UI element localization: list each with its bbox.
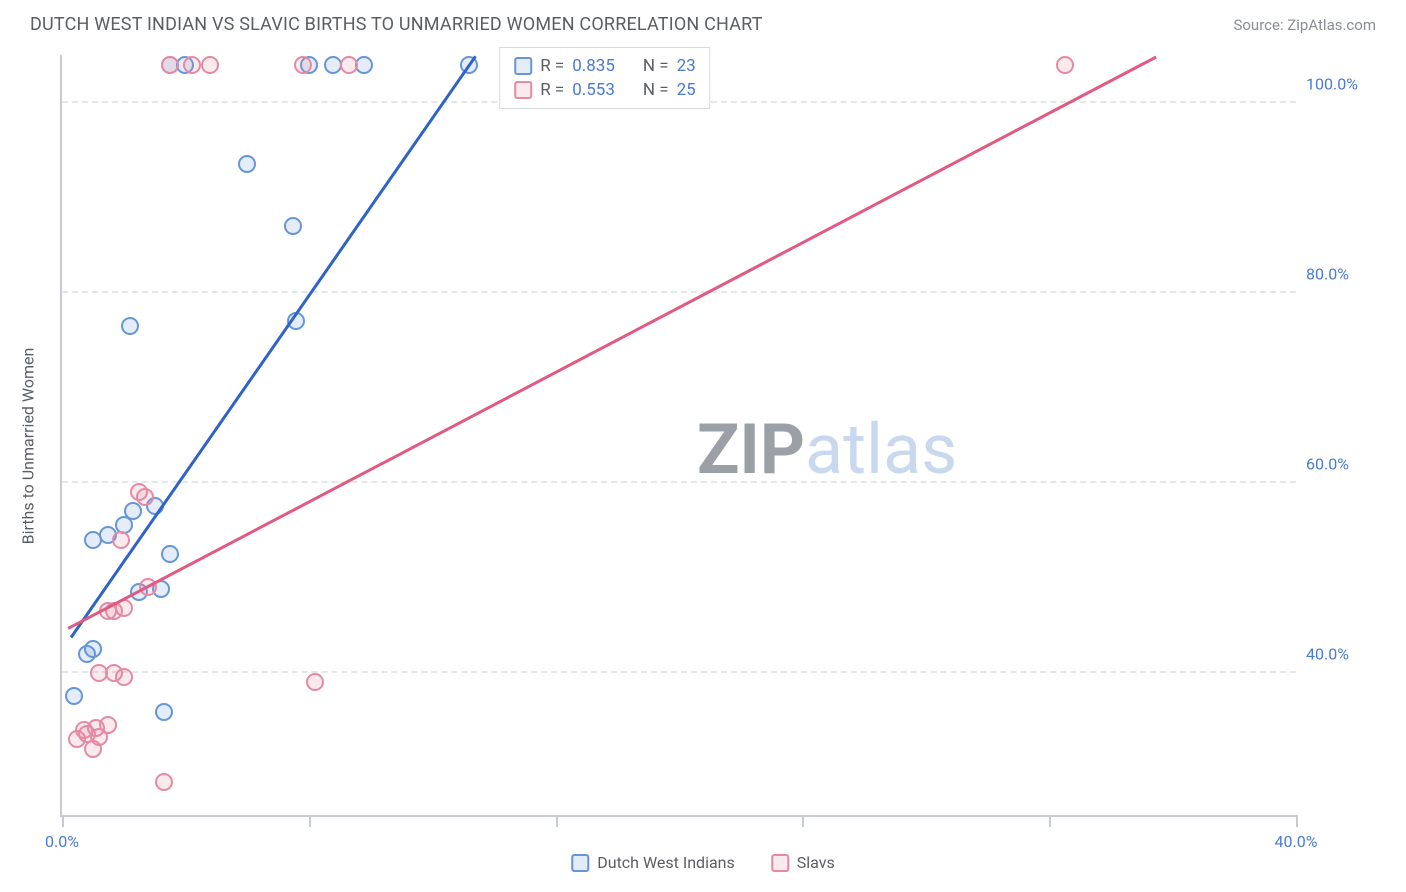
data-point — [294, 56, 312, 74]
data-point — [355, 56, 373, 74]
legend-r-value: 0.835 — [572, 56, 615, 76]
data-point — [124, 502, 142, 520]
legend-r-label: R = — [540, 56, 564, 76]
trend-line — [70, 56, 477, 639]
data-point — [65, 687, 83, 705]
x-tick-label: 40.0% — [1275, 832, 1318, 851]
watermark: ZIPatlas — [697, 409, 957, 491]
gridline — [62, 291, 1296, 293]
legend-item: Dutch West Indians — [571, 853, 735, 872]
legend-label: Slavs — [797, 853, 835, 872]
y-axis-label: Births to Unmarried Women — [19, 348, 38, 545]
chart-title: DUTCH WEST INDIAN VS SLAVIC BIRTHS TO UN… — [30, 14, 763, 35]
legend-label: Dutch West Indians — [597, 853, 735, 872]
data-point — [306, 673, 324, 691]
data-point — [238, 155, 256, 173]
legend-item: Slavs — [771, 853, 835, 872]
x-tick — [1296, 815, 1298, 827]
x-tick — [62, 815, 64, 827]
chart-plot-area: 40.0%60.0%80.0%100.0%0.0%40.0%ZIPatlasR … — [60, 55, 1296, 817]
legend-n-label: N = — [643, 56, 669, 76]
data-point — [84, 640, 102, 658]
legend-swatch — [514, 81, 532, 99]
legend-swatch — [514, 57, 532, 75]
x-tick — [556, 815, 558, 827]
legend-swatch — [571, 854, 589, 872]
legend-r-value: 0.553 — [572, 80, 615, 100]
x-tick-label: 0.0% — [45, 832, 79, 851]
legend-r-label: R = — [540, 80, 564, 100]
data-point — [121, 317, 139, 335]
legend-n-value: 23 — [677, 56, 696, 76]
y-tick-label: 60.0% — [1306, 454, 1349, 473]
data-point — [201, 56, 219, 74]
gridline — [62, 671, 1296, 673]
gridline — [62, 481, 1296, 483]
chart-header: DUTCH WEST INDIAN VS SLAVIC BIRTHS TO UN… — [0, 0, 1406, 41]
data-point — [115, 668, 133, 686]
legend-n-label: N = — [643, 80, 669, 100]
x-tick — [309, 815, 311, 827]
y-tick-label: 40.0% — [1306, 644, 1349, 663]
data-point — [340, 56, 358, 74]
x-tick — [802, 815, 804, 827]
y-tick-label: 100.0% — [1306, 74, 1358, 93]
legend-n-value: 25 — [677, 80, 696, 100]
data-point — [183, 56, 201, 74]
source-attribution: Source: ZipAtlas.com — [1233, 16, 1376, 34]
plot-surface: 40.0%60.0%80.0%100.0%0.0%40.0%ZIPatlasR … — [60, 55, 1296, 817]
data-point — [155, 703, 173, 721]
legend-correlation-box: R = 0.835 N = 23 R = 0.553 N = 25 — [499, 47, 711, 109]
data-point — [136, 488, 154, 506]
data-point — [284, 217, 302, 235]
legend-swatch — [771, 854, 789, 872]
trend-line — [68, 55, 1157, 629]
legend-row: R = 0.835 N = 23 — [514, 54, 696, 78]
data-point — [161, 56, 179, 74]
y-tick-label: 80.0% — [1306, 264, 1349, 283]
data-point — [161, 545, 179, 563]
x-tick — [1049, 815, 1051, 827]
data-point — [1056, 56, 1074, 74]
data-point — [112, 531, 130, 549]
data-point — [155, 773, 173, 791]
legend-bottom: Dutch West Indians Slavs — [571, 853, 835, 872]
legend-row: R = 0.553 N = 25 — [514, 78, 696, 102]
data-point — [99, 716, 117, 734]
